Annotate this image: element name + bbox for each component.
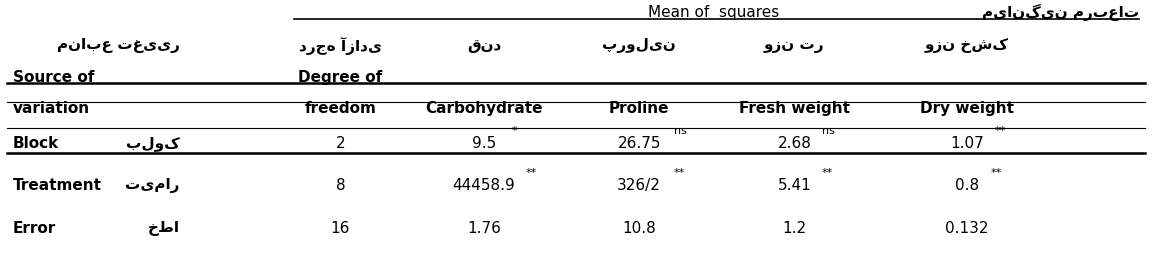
Text: Block: Block <box>13 136 59 151</box>
Text: Proline: Proline <box>609 101 669 116</box>
Text: وزن خشک: وزن خشک <box>925 38 1009 53</box>
Text: Dry weight: Dry weight <box>919 101 1014 116</box>
Text: تیمار: تیمار <box>126 178 180 193</box>
Text: Mean of  squares: Mean of squares <box>649 5 780 20</box>
Text: میانگین مربعات: میانگین مربعات <box>982 4 1139 21</box>
Text: Fresh weight: Fresh weight <box>738 101 850 116</box>
Text: منابع تغییر: منابع تغییر <box>56 38 180 53</box>
Text: variation: variation <box>13 101 90 116</box>
Text: 10.8: 10.8 <box>622 221 657 236</box>
Text: Carbohydrate: Carbohydrate <box>425 101 543 116</box>
Text: Error: Error <box>13 221 56 236</box>
Text: Source of: Source of <box>13 70 94 85</box>
Text: بلوک: بلوک <box>126 136 180 151</box>
Text: قند: قند <box>467 38 501 53</box>
Text: *: * <box>511 126 517 136</box>
Text: 2: 2 <box>335 136 346 151</box>
Text: **: ** <box>821 168 833 178</box>
Text: 9.5: 9.5 <box>472 136 497 151</box>
Text: درجه آزادی: درجه آزادی <box>298 37 382 55</box>
Text: 0.132: 0.132 <box>945 221 988 236</box>
Text: 1.07: 1.07 <box>950 136 984 151</box>
Text: 1.76: 1.76 <box>467 221 501 236</box>
Text: خطا: خطا <box>147 221 180 236</box>
Text: 1.2: 1.2 <box>782 221 806 236</box>
Text: 16: 16 <box>331 221 350 236</box>
Text: Degree of: Degree of <box>298 70 382 85</box>
Text: وزن تر: وزن تر <box>764 38 825 53</box>
Text: ns: ns <box>821 126 835 136</box>
Text: 8: 8 <box>335 178 346 193</box>
Text: Treatment: Treatment <box>13 178 101 193</box>
Text: 0.8: 0.8 <box>955 178 979 193</box>
Text: 2.68: 2.68 <box>778 136 811 151</box>
Text: 44458.9: 44458.9 <box>453 178 515 193</box>
Text: 5.41: 5.41 <box>778 178 811 193</box>
Text: **: ** <box>674 168 685 178</box>
Text: پرولین: پرولین <box>602 38 676 53</box>
Text: ns: ns <box>674 126 687 136</box>
Text: 26.75: 26.75 <box>617 136 661 151</box>
Text: **: ** <box>991 168 1002 178</box>
Text: freedom: freedom <box>304 101 377 116</box>
Text: **: ** <box>525 168 537 178</box>
Text: **: ** <box>994 126 1006 136</box>
Text: 326/2: 326/2 <box>617 178 661 193</box>
